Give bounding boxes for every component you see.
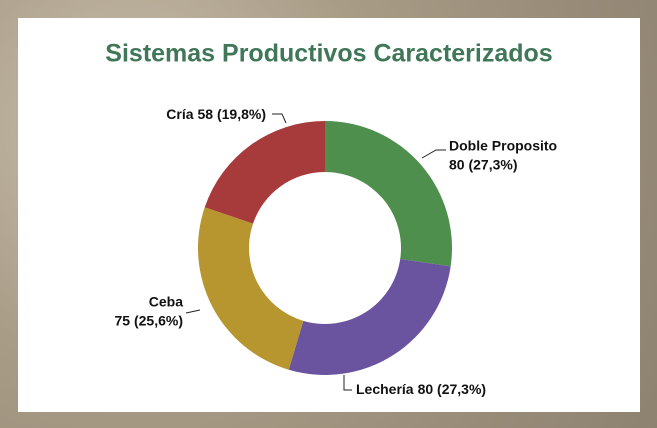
value-label: 58 (19,8%)	[198, 106, 266, 122]
screen: Sistemas Productivos Caracterizados Dobl…	[0, 0, 657, 428]
slice-label: Cría 58 (19,8%)	[166, 106, 266, 122]
slice-label: Doble Proposito	[449, 138, 557, 154]
chart: Sistemas Productivos Caracterizados Dobl…	[0, 0, 657, 428]
category-label: Lechería	[356, 381, 414, 397]
value-label: 80 (27,3%)	[449, 157, 517, 173]
value-label: 80 (27,3%)	[418, 381, 486, 397]
value-label: 75 (25,6%)	[115, 313, 183, 329]
chart-title: Sistemas Productivos Caracterizados	[105, 40, 552, 68]
category-label: Cría	[166, 106, 193, 122]
slice-label: Ceba	[149, 294, 183, 310]
